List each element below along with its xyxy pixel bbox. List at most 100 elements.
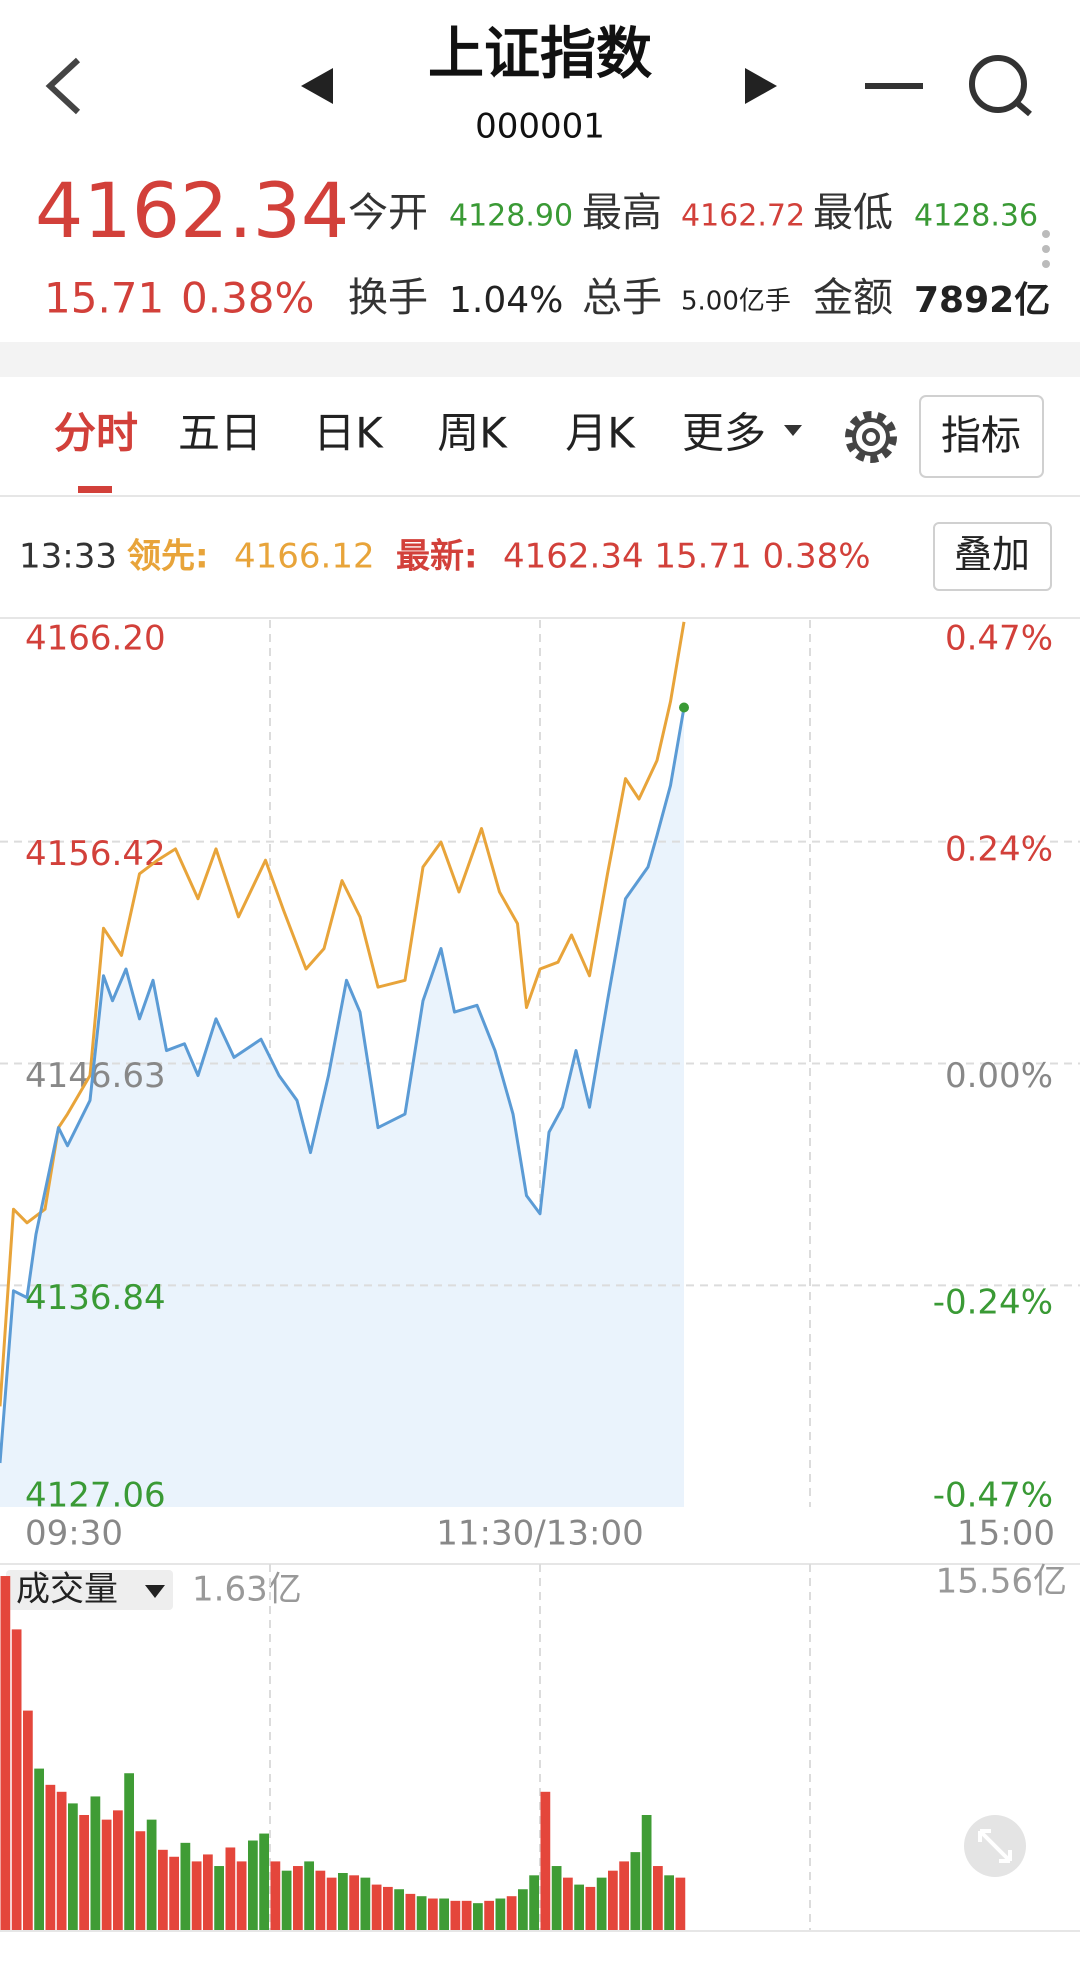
volume-bar — [236, 1861, 247, 1931]
volume-bar — [360, 1877, 371, 1931]
volume-bar — [124, 1773, 134, 1931]
volume-bar — [158, 1849, 168, 1931]
volume-bar — [596, 1877, 607, 1931]
volume-bar — [315, 1870, 326, 1931]
price-line — [0, 707, 686, 1464]
gear-body — [852, 418, 890, 456]
volume-bar — [653, 1866, 663, 1931]
volume-bar — [461, 1900, 472, 1931]
volume-bar — [529, 1875, 539, 1931]
volume-bar — [518, 1889, 528, 1931]
volume-bar — [394, 1889, 404, 1931]
volume-bar — [551, 1866, 562, 1931]
stat-label: 金额 — [813, 275, 893, 321]
y-tick-label: 4166.20 — [25, 619, 166, 659]
volume-bar — [293, 1866, 303, 1931]
stat-label: 最低 — [813, 190, 893, 236]
indicator-button[interactable] — [919, 395, 1044, 478]
tab[interactable]: 周K — [437, 409, 508, 458]
prev-button[interactable] — [301, 68, 333, 104]
gear-hole — [862, 428, 880, 446]
volume-bar — [540, 1791, 551, 1931]
x-tick-label: 11:30/13:00 — [436, 1514, 643, 1554]
volume-bar — [675, 1877, 686, 1931]
volume-bar — [563, 1877, 573, 1931]
volume-bar — [45, 1784, 56, 1931]
stat-label: 今开 — [348, 190, 428, 236]
volume-bar — [23, 1710, 33, 1931]
stat-label: 换手 — [348, 275, 428, 321]
volume-bar — [68, 1803, 78, 1931]
more-dots[interactable] — [1042, 230, 1050, 268]
stat-value: 4162.72 — [681, 199, 805, 234]
dropdown-arrow — [145, 1585, 165, 1598]
y2-tick-label: 0.24% — [945, 830, 1053, 870]
price-change-pct: 0.38% — [181, 274, 314, 323]
volume-bar — [338, 1872, 348, 1931]
volume-bar — [135, 1831, 146, 1931]
y2-tick-label: -0.47% — [933, 1476, 1053, 1516]
volume-bar — [304, 1861, 314, 1931]
volume-bar — [619, 1861, 629, 1931]
y2-tick-label: 0.47% — [945, 619, 1053, 659]
dot — [1042, 245, 1050, 253]
price-area — [0, 707, 684, 1507]
volume-bar — [371, 1884, 382, 1931]
volume-bar — [405, 1893, 416, 1931]
active-tab-indicator — [78, 486, 112, 493]
expand-button[interactable] — [964, 1815, 1026, 1877]
stat-value: 1.04% — [449, 280, 563, 321]
volume-bar — [383, 1886, 393, 1931]
next-button[interactable] — [745, 68, 777, 104]
current-price: 4162.34 — [35, 166, 349, 255]
volume-bar — [225, 1847, 236, 1931]
tab[interactable]: 五日 — [178, 409, 262, 458]
gear-teeth — [845, 411, 897, 463]
search-button[interactable] — [969, 55, 1032, 117]
volume-bar — [450, 1900, 461, 1931]
y-tick-label: 4127.06 — [25, 1476, 166, 1516]
y-tick-label: 4136.84 — [25, 1278, 166, 1318]
settings-button[interactable] — [845, 411, 897, 463]
volume-bar — [630, 1852, 641, 1931]
volume-bar — [416, 1896, 427, 1931]
overlay-button-label: 叠加 — [954, 533, 1030, 577]
y2-tick-label: -0.24% — [933, 1282, 1053, 1322]
volume-bar — [113, 1810, 123, 1931]
stock-code: 000001 — [475, 107, 605, 147]
latest-label: 最新: — [396, 537, 478, 577]
y2-tick-label: 0.00% — [945, 1056, 1053, 1096]
indicator-button-label: 指标 — [941, 413, 1021, 459]
volume-label: 成交量 — [16, 1570, 118, 1610]
volume-bar — [11, 1629, 22, 1931]
lead-label: 领先: — [127, 537, 209, 577]
volume-bar — [270, 1861, 281, 1931]
volume-bar — [574, 1884, 584, 1931]
volume-bar — [34, 1768, 44, 1931]
back-button[interactable] — [45, 57, 81, 115]
tab[interactable]: 月K — [565, 409, 636, 458]
tab[interactable]: 更多 — [682, 409, 766, 458]
dot — [1042, 230, 1050, 238]
volume-bar — [90, 1796, 101, 1931]
stock-title: 上证指数 — [428, 22, 652, 87]
stat-value: 4128.90 — [449, 199, 573, 234]
volume-bar — [146, 1819, 157, 1931]
latest-value: 4162.34 15.71 0.38% — [503, 537, 871, 577]
latest-point — [679, 702, 689, 713]
tab[interactable]: 日K — [313, 409, 384, 458]
stat-label: 总手 — [582, 275, 662, 321]
search-icon — [969, 55, 1027, 113]
volume-selector[interactable] — [6, 1570, 173, 1610]
volume-bar — [56, 1791, 67, 1931]
volume-bar — [439, 1898, 449, 1931]
search-icon-handle — [1014, 99, 1032, 117]
overlay-button[interactable] — [933, 522, 1052, 591]
x-tick-label: 09:30 — [25, 1514, 123, 1554]
volume-bar — [281, 1870, 292, 1931]
volume-bar — [101, 1819, 112, 1931]
price-line — [0, 621, 686, 1407]
tab[interactable]: 分时 — [54, 409, 138, 458]
lead-value: 4166.12 — [234, 537, 375, 577]
